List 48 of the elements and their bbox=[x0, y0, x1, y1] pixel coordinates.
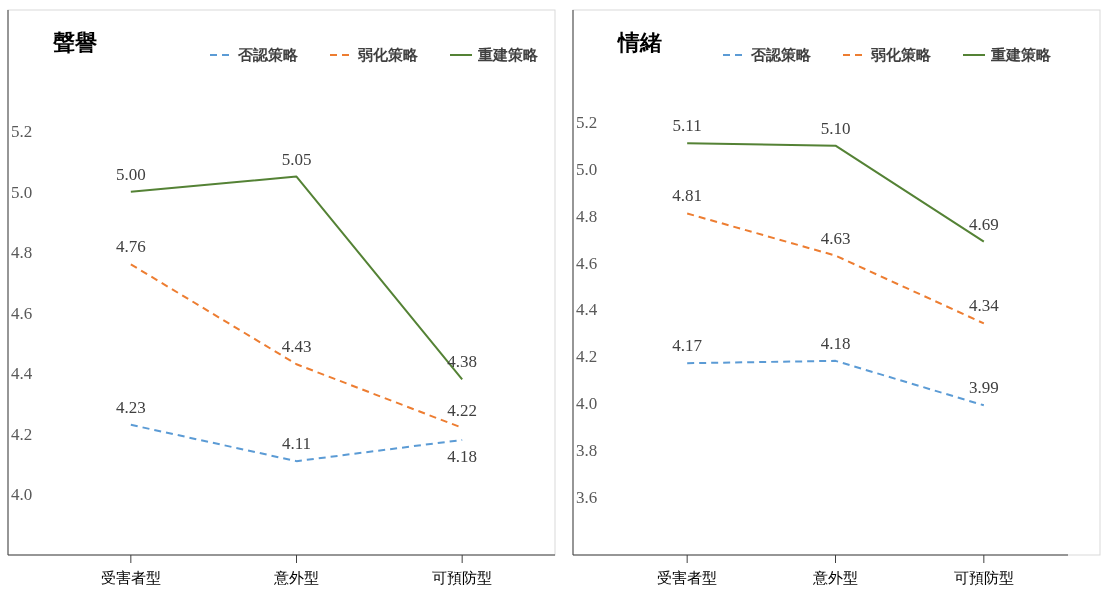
y-tick-label: 5.0 bbox=[576, 160, 598, 180]
y-tick-label: 4.8 bbox=[11, 243, 33, 263]
legend-label: 弱化策略 bbox=[357, 46, 419, 64]
y-tick-label: 4.4 bbox=[11, 364, 33, 384]
x-tick-label: 意外型 bbox=[812, 569, 858, 587]
y-tick-label: 5.2 bbox=[11, 122, 33, 142]
data-label: 4.34 bbox=[968, 296, 1000, 316]
legend-label: 重建策略 bbox=[990, 46, 1052, 64]
data-label: 5.00 bbox=[115, 164, 146, 184]
data-label: 4.38 bbox=[447, 352, 478, 372]
y-tick-label: 4.2 bbox=[576, 347, 598, 367]
data-label: 4.18 bbox=[447, 446, 478, 466]
data-label: 4.43 bbox=[281, 337, 312, 357]
data-label: 5.11 bbox=[672, 116, 702, 136]
data-label: 4.17 bbox=[672, 336, 703, 356]
y-tick-label: 4.4 bbox=[576, 300, 598, 320]
legend-label: 否認策略 bbox=[237, 46, 299, 64]
y-tick-label: 3.6 bbox=[576, 487, 598, 507]
y-tick-label: 5.0 bbox=[11, 182, 33, 202]
x-tick-label: 受害者型 bbox=[100, 569, 161, 587]
text: 情緒 bbox=[616, 30, 662, 55]
data-label: 5.10 bbox=[820, 118, 851, 138]
data-label: 4.69 bbox=[968, 214, 999, 234]
y-tick-label: 4.2 bbox=[11, 424, 33, 444]
data-label: 5.05 bbox=[281, 149, 312, 169]
x-tick-label: 可預防型 bbox=[953, 569, 1014, 587]
y-tick-label: 5.2 bbox=[576, 113, 598, 133]
text: 聲譽 bbox=[52, 30, 98, 55]
y-tick-label: 4.0 bbox=[576, 393, 598, 413]
data-label: 4.22 bbox=[447, 400, 478, 420]
data-label: 4.81 bbox=[672, 186, 703, 206]
y-tick-label: 4.6 bbox=[11, 303, 33, 323]
legend-label: 重建策略 bbox=[477, 46, 539, 64]
y-tick-label: 4.6 bbox=[576, 253, 598, 273]
legend-label: 弱化策略 bbox=[870, 46, 932, 64]
data-label: 4.63 bbox=[820, 228, 851, 248]
x-tick-label: 受害者型 bbox=[657, 569, 718, 587]
data-label: 4.76 bbox=[115, 237, 146, 257]
legend-label: 否認策略 bbox=[750, 46, 812, 64]
x-tick-label: 可預防型 bbox=[432, 569, 493, 587]
y-tick-label: 4.0 bbox=[11, 485, 33, 505]
x-tick-label: 意外型 bbox=[273, 569, 319, 587]
data-label: 3.99 bbox=[968, 378, 999, 398]
y-tick-label: 3.8 bbox=[576, 440, 598, 460]
data-label: 4.23 bbox=[115, 397, 146, 417]
data-label: 4.18 bbox=[820, 333, 851, 353]
y-tick-label: 4.8 bbox=[576, 206, 598, 226]
data-label: 4.11 bbox=[281, 434, 312, 454]
